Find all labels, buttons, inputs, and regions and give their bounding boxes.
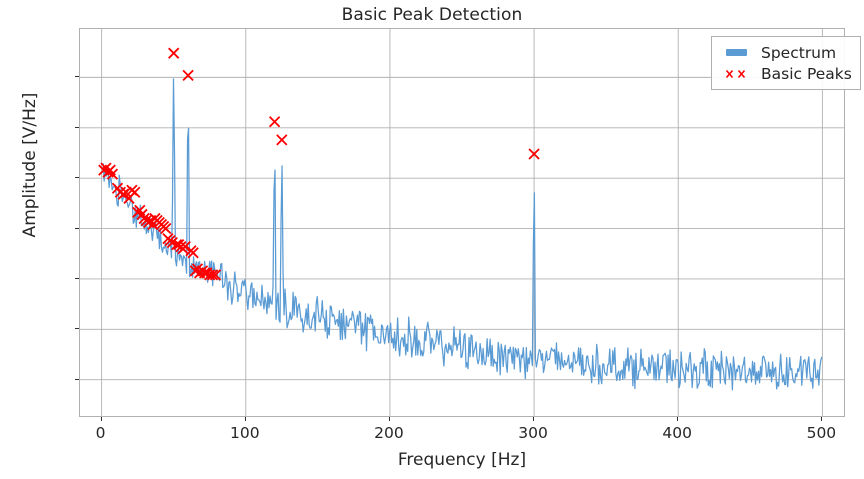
x-tick-mark bbox=[677, 417, 679, 421]
y-tick-mark bbox=[75, 76, 79, 78]
peak-marker bbox=[179, 241, 191, 253]
peak-marker bbox=[168, 47, 180, 59]
x-axis-label: Frequency [Hz] bbox=[397, 450, 527, 470]
x-tick-label: 400 bbox=[662, 424, 693, 442]
y-tick-mark bbox=[75, 378, 79, 380]
x-tick-mark bbox=[821, 417, 823, 421]
y-tick-mark bbox=[75, 277, 79, 279]
peak-marker bbox=[528, 148, 540, 160]
x-tick-label: 300 bbox=[518, 424, 548, 442]
y-tick-mark bbox=[75, 328, 79, 330]
y-tick-mark bbox=[75, 126, 79, 128]
legend-x-marker-icon bbox=[719, 67, 753, 81]
y-tick-mark bbox=[75, 177, 79, 179]
plot-area bbox=[79, 28, 845, 417]
x-tick-mark bbox=[244, 417, 246, 421]
legend-label-basic-peaks: Basic Peaks bbox=[761, 64, 852, 83]
legend: Spectrum Basic Peaks bbox=[711, 36, 861, 90]
legend-item-basic-peaks[interactable]: Basic Peaks bbox=[719, 63, 852, 84]
y-tick-mark bbox=[75, 227, 79, 229]
y-axis-label: Amplitude [V/Hz] bbox=[20, 92, 40, 238]
spectrum-series bbox=[101, 78, 823, 391]
x-tick-mark bbox=[533, 417, 535, 421]
peak-marker bbox=[182, 69, 194, 81]
peak-marker bbox=[129, 186, 141, 198]
x-tick-mark bbox=[100, 417, 102, 421]
grid-lines bbox=[80, 29, 844, 416]
x-tick-label: 500 bbox=[806, 424, 837, 442]
plot-svg bbox=[80, 29, 844, 416]
legend-item-spectrum[interactable]: Spectrum bbox=[719, 42, 852, 63]
x-tick-label: 200 bbox=[374, 424, 404, 442]
peak-marker bbox=[276, 134, 288, 146]
x-tick-label: 100 bbox=[229, 424, 260, 442]
peak-marker bbox=[187, 247, 199, 259]
x-tick-mark bbox=[388, 417, 390, 421]
chart-title: Basic Peak Detection bbox=[341, 5, 523, 25]
x-tick-label: 0 bbox=[95, 424, 106, 442]
peak-marker bbox=[209, 269, 222, 281]
peak-marker bbox=[206, 269, 219, 281]
spectrum-line bbox=[101, 78, 823, 391]
peak-marker bbox=[268, 116, 281, 128]
legend-line-swatch-icon bbox=[719, 49, 753, 56]
basic-peaks-series bbox=[98, 47, 540, 281]
peak-marker bbox=[160, 222, 172, 235]
legend-label-spectrum: Spectrum bbox=[761, 43, 837, 62]
peak-marker bbox=[106, 168, 119, 180]
